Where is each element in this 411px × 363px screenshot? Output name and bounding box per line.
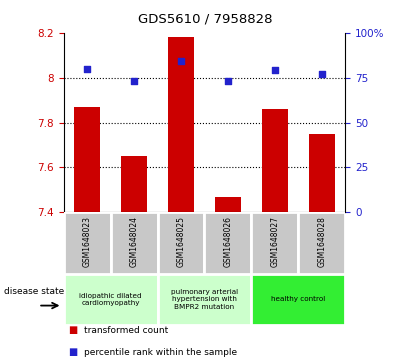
Text: GSM1648025: GSM1648025 bbox=[176, 216, 185, 268]
FancyBboxPatch shape bbox=[64, 212, 111, 274]
Bar bbox=[168, 37, 194, 212]
Text: GSM1648024: GSM1648024 bbox=[129, 216, 139, 268]
Point bbox=[319, 71, 325, 77]
Text: GSM1648027: GSM1648027 bbox=[270, 216, 279, 268]
Point bbox=[178, 58, 184, 64]
Text: transformed count: transformed count bbox=[84, 326, 169, 335]
Point bbox=[131, 78, 137, 84]
Text: GSM1648028: GSM1648028 bbox=[317, 217, 326, 268]
Text: GDS5610 / 7958828: GDS5610 / 7958828 bbox=[138, 13, 273, 26]
FancyBboxPatch shape bbox=[298, 212, 345, 274]
Bar bbox=[74, 107, 100, 212]
Bar bbox=[262, 109, 288, 212]
FancyBboxPatch shape bbox=[205, 212, 252, 274]
Text: healthy control: healthy control bbox=[271, 297, 326, 302]
FancyBboxPatch shape bbox=[252, 274, 345, 325]
Bar bbox=[215, 197, 241, 212]
Point bbox=[225, 78, 231, 84]
FancyBboxPatch shape bbox=[252, 212, 298, 274]
Point bbox=[84, 66, 90, 72]
Text: pulmonary arterial
hypertension with
BMPR2 mutation: pulmonary arterial hypertension with BMP… bbox=[171, 289, 238, 310]
Text: idiopathic dilated
cardiomyopathy: idiopathic dilated cardiomyopathy bbox=[79, 293, 142, 306]
Text: percentile rank within the sample: percentile rank within the sample bbox=[84, 348, 238, 356]
FancyBboxPatch shape bbox=[157, 274, 252, 325]
Text: ■: ■ bbox=[68, 347, 77, 357]
FancyBboxPatch shape bbox=[64, 274, 157, 325]
Text: GSM1648026: GSM1648026 bbox=[224, 216, 233, 268]
FancyBboxPatch shape bbox=[111, 212, 157, 274]
Text: ■: ■ bbox=[68, 325, 77, 335]
FancyBboxPatch shape bbox=[157, 212, 205, 274]
Bar bbox=[121, 156, 147, 212]
Bar bbox=[309, 134, 335, 212]
Text: disease state: disease state bbox=[4, 287, 65, 295]
Point bbox=[272, 68, 278, 73]
Text: GSM1648023: GSM1648023 bbox=[83, 216, 92, 268]
